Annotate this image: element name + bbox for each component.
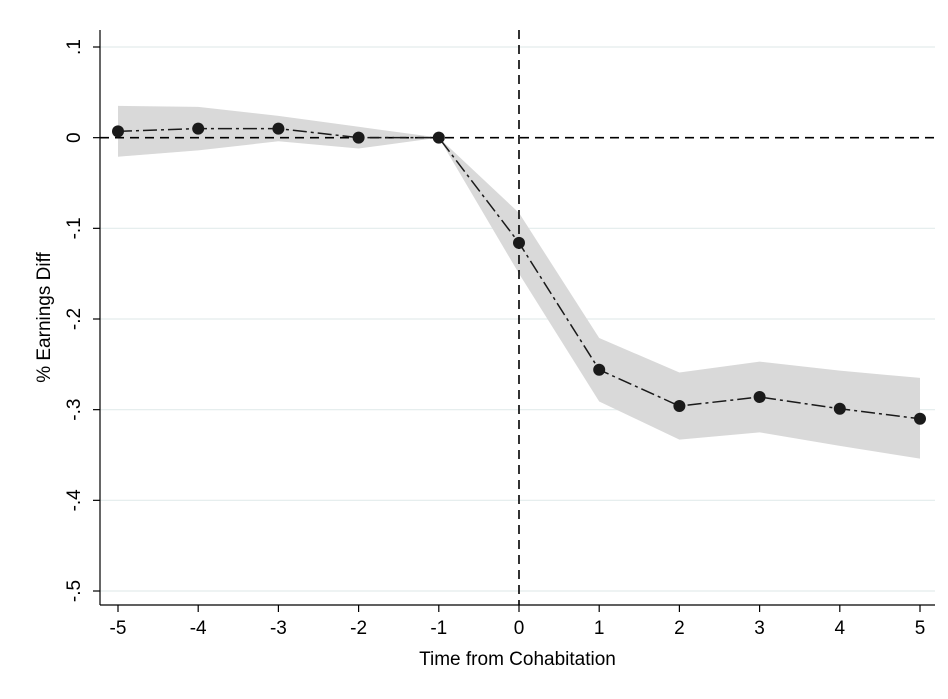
data-point	[753, 390, 766, 403]
x-tick-label: -1	[430, 618, 447, 639]
x-tick-label: -5	[110, 618, 127, 639]
x-tick-label: -4	[190, 618, 207, 639]
x-tick-label: 0	[514, 618, 525, 639]
x-tick-label: -3	[270, 618, 287, 639]
series-group	[112, 122, 926, 425]
x-axis-title: Time from Cohabitation	[419, 649, 616, 670]
tick-labels: -5 -4 -3 -2 -1 0 1 2 3 4 5 .1 0 -.1 -.2 -.3 -.4 -.5	[64, 39, 925, 639]
confidence-band-group	[118, 105, 920, 459]
data-point	[513, 236, 525, 249]
axes	[93, 30, 935, 612]
x-tick-label: 5	[915, 618, 926, 639]
data-point	[833, 402, 846, 415]
x-tick-label: 1	[594, 618, 605, 639]
y-tick-label: .1	[64, 39, 85, 55]
data-point	[352, 131, 365, 144]
data-point	[914, 412, 926, 425]
data-point	[673, 400, 686, 413]
x-tick-label: 4	[835, 618, 846, 639]
data-point	[192, 122, 205, 135]
y-axis-title: % Earnings Diff	[34, 251, 55, 382]
y-tick-label: -.1	[64, 217, 85, 239]
y-tick-label: 0	[64, 132, 85, 143]
data-point	[432, 131, 445, 144]
x-tick-label: -2	[350, 618, 367, 639]
reference-lines	[100, 30, 935, 605]
y-tick-label: -.5	[64, 580, 85, 602]
y-tick-label: -.4	[64, 489, 85, 512]
data-point	[593, 363, 606, 376]
data-point	[112, 125, 124, 138]
grid-lines	[100, 46, 935, 592]
data-point	[272, 122, 285, 135]
y-tick-label: -.2	[64, 308, 85, 330]
y-tick-label: -.3	[64, 399, 85, 421]
confidence-band	[118, 105, 920, 459]
x-tick-label: 3	[754, 618, 765, 639]
x-tick-label: 2	[674, 618, 685, 639]
